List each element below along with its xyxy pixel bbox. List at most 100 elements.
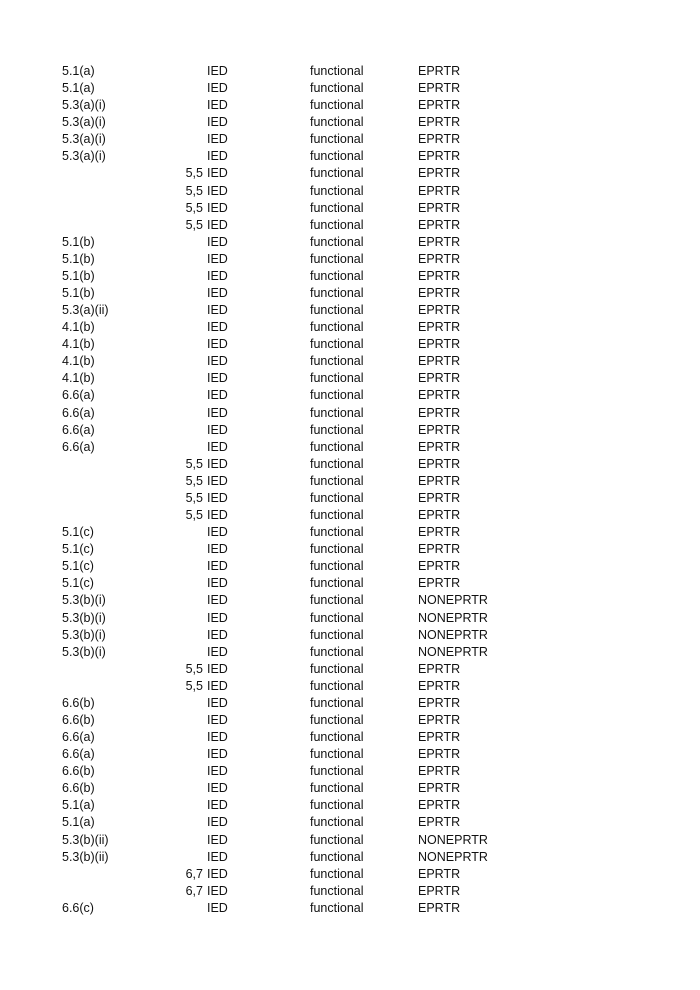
table-row: 5.3(b)(i) IED functional NONEPRTR [0, 627, 700, 644]
activity-code-cell: 5.3(a)(i) [62, 132, 106, 147]
number-cell: 5,5 [185, 473, 203, 488]
table-row: 5,5 IED functional EPRTR [0, 217, 700, 234]
table-row: 6.6(a) IED functional EPRTR [0, 387, 700, 404]
category-cell: functional [310, 81, 364, 96]
table-row: 6,7 IED functional EPRTR [0, 866, 700, 883]
number-cell: 5,5 [185, 183, 203, 198]
register-cell: EPRTR [418, 251, 461, 266]
activity-code-cell: 5.1(b) [62, 268, 95, 283]
register-cell: EPRTR [418, 149, 461, 164]
register-cell: NONEPRTR [418, 627, 488, 642]
register-cell: EPRTR [418, 405, 461, 420]
register-cell: EPRTR [418, 866, 461, 881]
activity-code-cell: 5.1(c) [62, 542, 94, 557]
directive-cell: IED [207, 849, 228, 864]
register-cell: EPRTR [418, 576, 461, 591]
table-row: 6.6(b) IED functional EPRTR [0, 780, 700, 797]
directive-cell: IED [207, 268, 228, 283]
category-cell: functional [310, 661, 364, 676]
category-cell: functional [310, 712, 364, 727]
category-cell: functional [310, 473, 364, 488]
category-cell: functional [310, 354, 364, 369]
directive-cell: IED [207, 234, 228, 249]
table-row: 5,5 IED functional EPRTR [0, 456, 700, 473]
directive-cell: IED [207, 98, 228, 113]
activity-code-cell: 4.1(b) [62, 320, 95, 335]
directive-cell: IED [207, 149, 228, 164]
table-row: 5.3(b)(ii) IED functional NONEPRTR [0, 832, 700, 849]
table-row: 5,5 IED functional EPRTR [0, 678, 700, 695]
activity-code-cell: 5.3(a)(ii) [62, 303, 109, 318]
register-cell: EPRTR [418, 166, 461, 181]
register-cell: EPRTR [418, 695, 461, 710]
table-row: 5.1(b) IED functional EPRTR [0, 285, 700, 302]
category-cell: functional [310, 166, 364, 181]
register-cell: EPRTR [418, 730, 461, 745]
category-cell: functional [310, 251, 364, 266]
register-cell: EPRTR [418, 490, 461, 505]
activity-code-cell: 6.6(a) [62, 439, 95, 454]
category-cell: functional [310, 115, 364, 130]
register-cell: EPRTR [418, 268, 461, 283]
table-row: 5.1(a) IED functional EPRTR [0, 63, 700, 80]
category-cell: functional [310, 303, 364, 318]
directive-cell: IED [207, 508, 228, 523]
register-cell: EPRTR [418, 815, 461, 830]
register-cell: EPRTR [418, 661, 461, 676]
table-row: 6.6(a) IED functional EPRTR [0, 746, 700, 763]
table-row: 4.1(b) IED functional EPRTR [0, 370, 700, 387]
directive-cell: IED [207, 798, 228, 813]
directive-cell: IED [207, 781, 228, 796]
activity-code-cell: 5.1(c) [62, 576, 94, 591]
directive-cell: IED [207, 678, 228, 693]
category-cell: functional [310, 149, 364, 164]
directive-cell: IED [207, 525, 228, 540]
register-cell: EPRTR [418, 98, 461, 113]
table-row: 5,5 IED functional EPRTR [0, 165, 700, 182]
table-row: 5.1(b) IED functional EPRTR [0, 234, 700, 251]
category-cell: functional [310, 388, 364, 403]
category-cell: functional [310, 200, 364, 215]
register-cell: EPRTR [418, 883, 461, 898]
activity-code-cell: 6.6(c) [62, 900, 94, 915]
register-cell: EPRTR [418, 371, 461, 386]
register-cell: EPRTR [418, 422, 461, 437]
directive-cell: IED [207, 64, 228, 78]
directive-cell: IED [207, 593, 228, 608]
directive-cell: IED [207, 166, 228, 181]
directive-cell: IED [207, 627, 228, 642]
category-cell: functional [310, 268, 364, 283]
activity-code-cell: 6.6(b) [62, 695, 95, 710]
directive-cell: IED [207, 730, 228, 745]
register-cell: EPRTR [418, 678, 461, 693]
activity-code-cell: 5.3(b)(i) [62, 644, 106, 659]
category-cell: functional [310, 764, 364, 779]
table-row: 6.6(a) IED functional EPRTR [0, 439, 700, 456]
category-cell: functional [310, 627, 364, 642]
table-row: 6.6(a) IED functional EPRTR [0, 405, 700, 422]
directive-cell: IED [207, 695, 228, 710]
register-cell: NONEPRTR [418, 644, 488, 659]
directive-cell: IED [207, 115, 228, 130]
directive-cell: IED [207, 542, 228, 557]
number-cell: 5,5 [185, 456, 203, 471]
number-cell: 5,5 [185, 200, 203, 215]
category-cell: functional [310, 456, 364, 471]
category-cell: functional [310, 371, 364, 386]
directive-cell: IED [207, 217, 228, 232]
table-row: 5.1(a) IED functional EPRTR [0, 814, 700, 831]
number-cell: 5,5 [185, 508, 203, 523]
directive-cell: IED [207, 439, 228, 454]
directive-cell: IED [207, 388, 228, 403]
category-cell: functional [310, 98, 364, 113]
number-cell: 6,7 [185, 866, 203, 881]
activity-code-cell: 5.1(a) [62, 815, 95, 830]
table-row: 6.6(a) IED functional EPRTR [0, 422, 700, 439]
activity-code-cell: 5.1(a) [62, 81, 95, 96]
activity-code-cell: 5.3(a)(i) [62, 115, 106, 130]
activity-code-cell: 5.3(a)(i) [62, 149, 106, 164]
table-row: 5,5 IED functional EPRTR [0, 473, 700, 490]
activity-code-cell: 4.1(b) [62, 371, 95, 386]
table-row: 6.6(a) IED functional EPRTR [0, 729, 700, 746]
category-cell: functional [310, 678, 364, 693]
